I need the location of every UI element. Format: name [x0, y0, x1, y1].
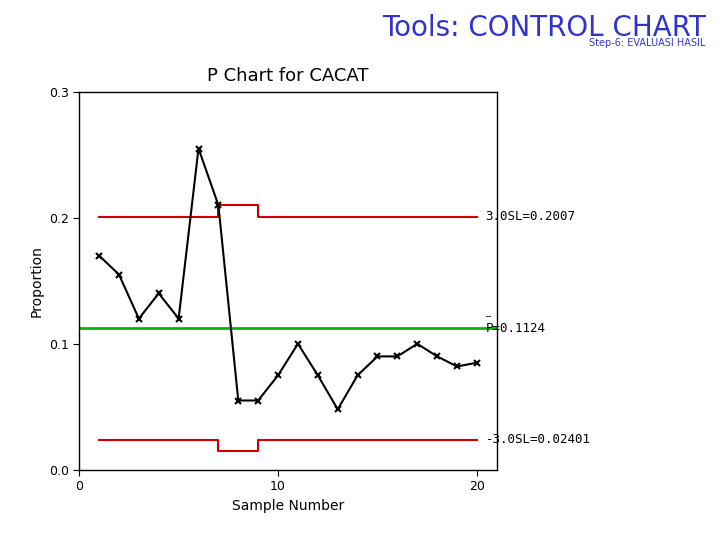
Text: -3.0SL=0.02401: -3.0SL=0.02401 [485, 433, 590, 446]
Text: P=0.1124: P=0.1124 [485, 322, 546, 335]
Y-axis label: Proportion: Proportion [30, 245, 43, 317]
Title: P Chart for CACAT: P Chart for CACAT [207, 66, 369, 85]
Text: Tools: CONTROL CHART: Tools: CONTROL CHART [382, 14, 706, 42]
Text: 3.0SL=0.2007: 3.0SL=0.2007 [485, 211, 575, 224]
X-axis label: Sample Number: Sample Number [232, 499, 344, 513]
Text: Step-6: EVALUASI HASIL: Step-6: EVALUASI HASIL [589, 38, 706, 48]
Text: —: — [485, 312, 490, 321]
